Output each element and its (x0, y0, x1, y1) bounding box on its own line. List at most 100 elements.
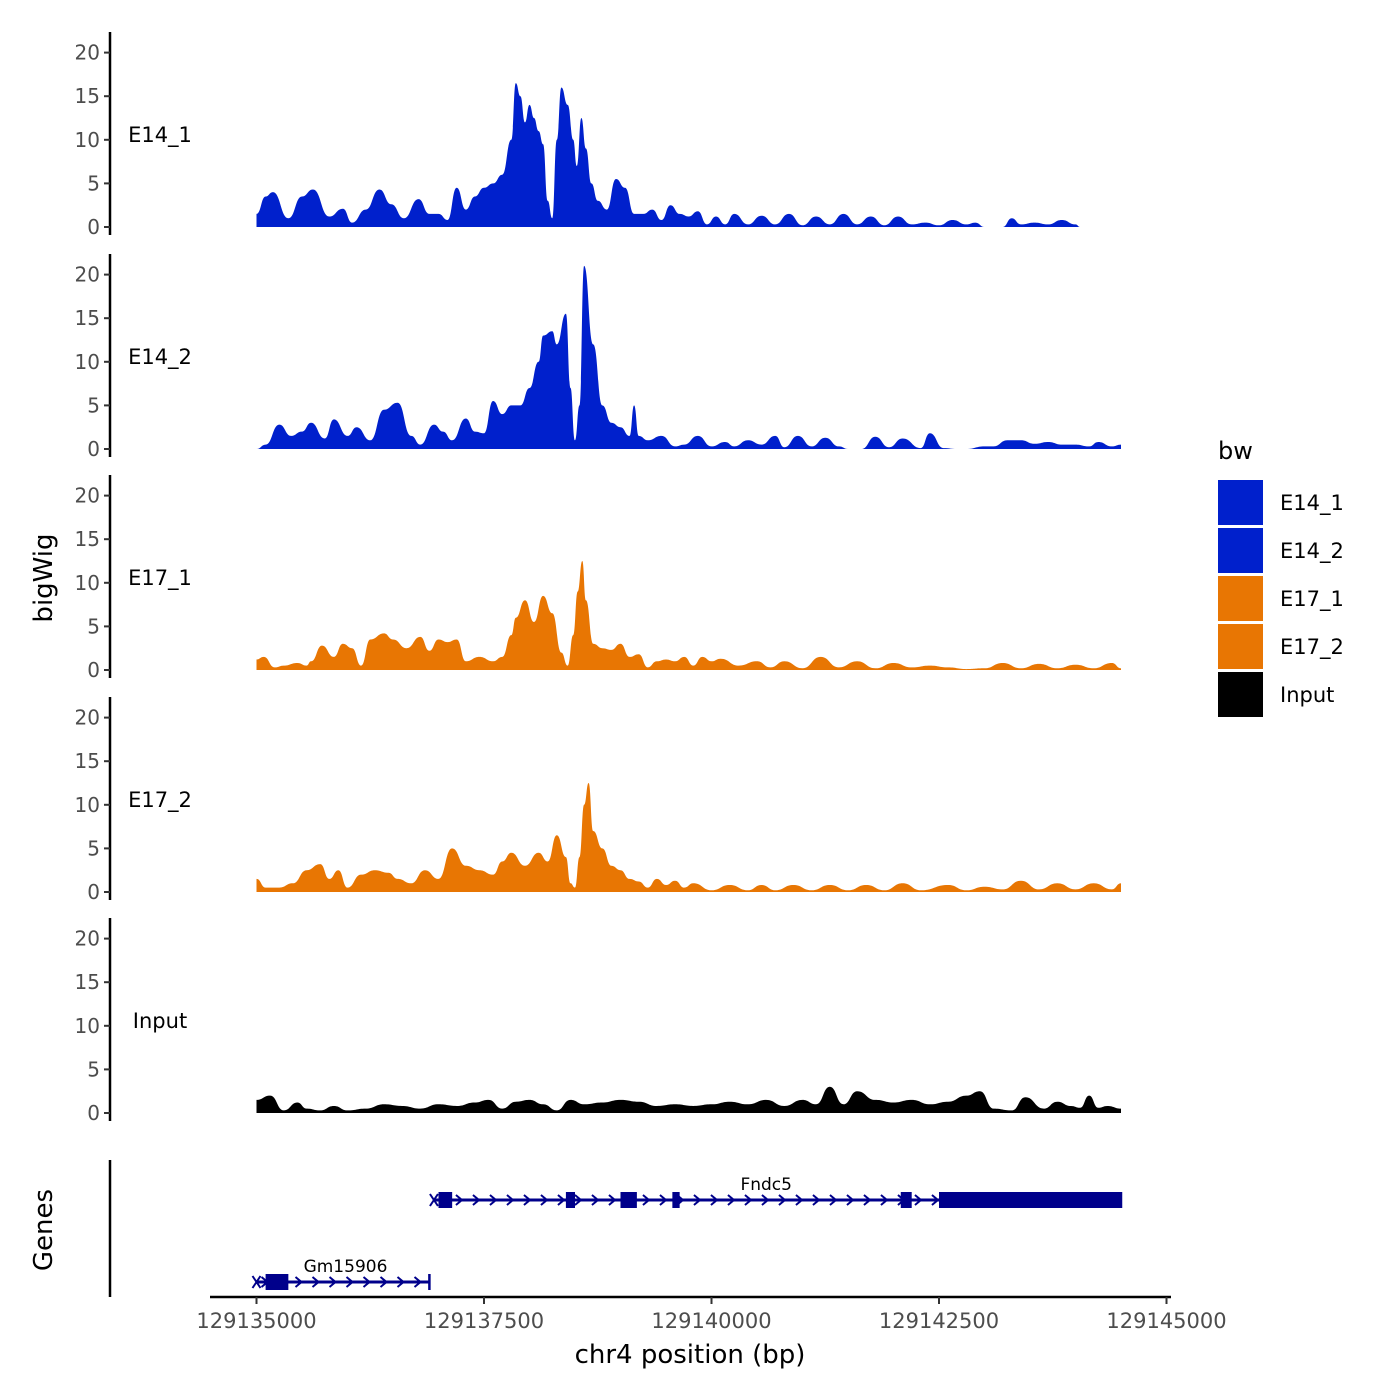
x-tick-label: 129145000 (1106, 1309, 1226, 1333)
strand-arrow (489, 1194, 498, 1206)
y-tick-label: 10 (75, 1014, 100, 1038)
strand-arrow (727, 1194, 736, 1206)
strand-arrow (829, 1194, 838, 1206)
gene-exon (939, 1192, 1121, 1208)
strand-arrow (540, 1194, 549, 1206)
y-tick-label: 5 (87, 1057, 100, 1081)
strand-arrow (379, 1276, 389, 1288)
legend-label-input: Input (1280, 683, 1334, 707)
strand-arrow (693, 1194, 702, 1206)
y-tick-label: 10 (75, 128, 100, 152)
legend-label-e17_1: E17_1 (1280, 587, 1344, 612)
legend-swatch-e17_2 (1218, 624, 1263, 669)
track-panel-e17_2: 0 5 10 15 20 E17_2 (75, 697, 1121, 904)
y-axis-label: bigWig (29, 533, 59, 622)
legend-swatch-input (1218, 672, 1263, 717)
y-tick-label: 15 (75, 749, 100, 773)
gene-exon (438, 1192, 453, 1208)
track-label-e14_2: E14_2 (128, 345, 192, 370)
track-panel-e14_2: 0 5 10 15 20 E14_2 (75, 254, 1121, 461)
strand-arrow (880, 1194, 889, 1206)
y-tick-label: 15 (75, 84, 100, 108)
y-tick-label: 0 (87, 215, 100, 239)
strand-arrow (574, 1194, 583, 1206)
strand-arrow (914, 1194, 923, 1206)
strand-arrow (345, 1276, 355, 1288)
strand-arrow (931, 1194, 940, 1206)
strand-arrow (795, 1194, 804, 1206)
y-tick-label: 0 (87, 437, 100, 461)
gene-exon (265, 1274, 289, 1290)
track-label-input: Input (133, 1009, 187, 1033)
strand-arrow (863, 1194, 872, 1206)
y-tick-label: 0 (87, 658, 100, 682)
track-label-e17_2: E17_2 (128, 788, 192, 813)
signal-area-input (256, 1086, 1121, 1113)
y-tick-label: 20 (75, 263, 100, 287)
strand-arrow (642, 1194, 651, 1206)
gene-exon (900, 1192, 912, 1208)
legend-label-e14_2: E14_2 (1280, 539, 1344, 564)
legend-swatch-e14_1 (1218, 480, 1263, 525)
strand-arrow (710, 1194, 719, 1206)
y-tick-label: 5 (87, 836, 100, 860)
genes-axis-label: Genes (29, 1189, 59, 1271)
strand-arrow (761, 1194, 770, 1206)
signal-area-e14_1 (256, 83, 1081, 227)
gene-gm15906: Gm15906 (251, 1257, 431, 1290)
gene-exon (620, 1192, 637, 1208)
gene-exon (565, 1192, 575, 1208)
gene-name-label: Gm15906 (304, 1257, 388, 1277)
strand-arrow (608, 1194, 617, 1206)
strand-arrow (396, 1276, 406, 1288)
track-label-e14_1: E14_1 (128, 123, 192, 148)
y-tick-label: 15 (75, 306, 100, 330)
legend-label-e17_2: E17_2 (1280, 635, 1344, 660)
strand-arrow (557, 1194, 566, 1206)
legend-swatch-e17_1 (1218, 576, 1263, 621)
y-tick-label: 5 (87, 614, 100, 638)
signal-area-e14_2 (256, 265, 1121, 449)
y-tick-label: 20 (75, 706, 100, 730)
strand-arrow (413, 1276, 423, 1288)
y-tick-label: 20 (75, 41, 100, 65)
strand-arrow (294, 1276, 304, 1288)
gene-start-cap (251, 1275, 262, 1289)
gene-fndc5: Fndc5 (429, 1175, 1123, 1208)
genes-layer: Fndc5 Gm15906 (108, 1160, 1123, 1297)
strand-arrow (591, 1194, 600, 1206)
strand-arrow (812, 1194, 821, 1206)
legend-swatch-e14_2 (1218, 528, 1263, 573)
y-tick-label: 10 (75, 793, 100, 817)
strand-arrow (659, 1194, 668, 1206)
strand-arrow (744, 1194, 753, 1206)
track-panel-e14_1: 0 5 10 15 20 E14_1 (75, 32, 1081, 239)
tracks-layer: 05101520E14_105101520E14_205101520E17_10… (75, 32, 1121, 1125)
signal-area-e17_1 (256, 561, 1121, 670)
strand-arrow (523, 1194, 532, 1206)
y-tick-label: 0 (87, 1101, 100, 1125)
y-tick-label: 5 (87, 393, 100, 417)
strand-arrow (328, 1276, 338, 1288)
x-tick-label: 129135000 (196, 1309, 316, 1333)
strand-arrow (506, 1194, 515, 1206)
y-tick-label: 10 (75, 571, 100, 595)
strand-arrow (311, 1276, 321, 1288)
x-axis-label: chr4 position (bp) (575, 1340, 806, 1370)
y-tick-label: 20 (75, 927, 100, 951)
y-tick-label: 15 (75, 527, 100, 551)
gene-name-label: Fndc5 (740, 1175, 792, 1195)
y-tick-label: 0 (87, 880, 100, 904)
strand-arrow (455, 1194, 464, 1206)
y-tick-label: 5 (87, 171, 100, 195)
strand-arrow (846, 1194, 855, 1206)
strand-arrow (362, 1276, 372, 1288)
y-tick-label: 15 (75, 970, 100, 994)
track-panel-e17_1: 0 5 10 15 20 E17_1 (75, 475, 1121, 682)
legend-label-e14_1: E14_1 (1280, 491, 1344, 516)
legend-title: bw (1218, 437, 1253, 465)
y-tick-label: 20 (75, 484, 100, 508)
x-axis: 129135000 129137500 129140000 129142500 1291… (196, 1295, 1227, 1333)
x-tick-label: 129137500 (424, 1309, 544, 1333)
